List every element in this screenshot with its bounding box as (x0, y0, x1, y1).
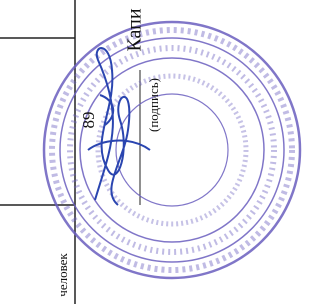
title-text: Капи (124, 8, 146, 51)
page (0, 0, 312, 304)
unit: человек (55, 253, 70, 297)
signature-caption: (подпись) (146, 78, 161, 132)
document-scan: Капи 89 (подпись) человек (0, 0, 312, 304)
count: 89 (79, 112, 98, 129)
